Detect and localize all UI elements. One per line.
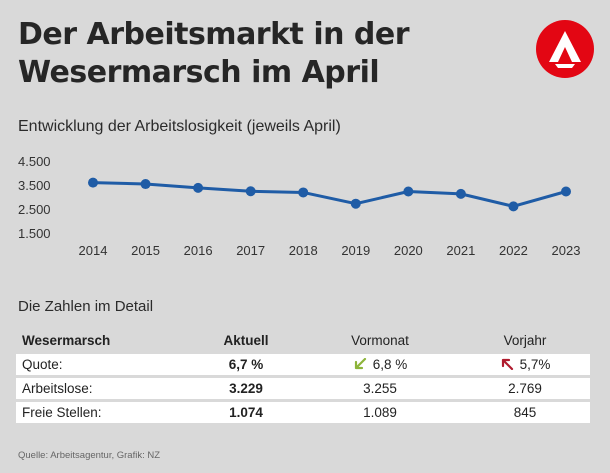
row-label: Arbeitslose:: [16, 378, 192, 399]
x-tick-label: 2019: [341, 243, 370, 258]
row-label: Quote:: [16, 354, 192, 375]
table-row: Arbeitslose: 3.229 3.255 2.769: [16, 378, 590, 399]
x-tick-label: 2022: [499, 243, 528, 258]
previous-month-cell: 6,8 %: [300, 354, 460, 375]
page-title: Der Arbeitsmarkt in der Wesermarsch im A…: [18, 17, 410, 90]
x-tick-label: 2016: [184, 243, 213, 258]
header-previous-month: Vormonat: [351, 332, 409, 348]
line-chart: 4.500 3.500 2.500 1.500 2014 2015 2016 2017 2018…: [18, 154, 581, 258]
header-current: Aktuell: [223, 332, 269, 348]
y-tick-label: 2.500: [18, 202, 51, 217]
table-row: Freie Stellen: 1.074 1.089 845: [16, 402, 590, 423]
x-tick-label: 2017: [236, 243, 265, 258]
x-tick-label: 2014: [79, 243, 108, 258]
data-point: [403, 186, 414, 197]
current-value: 3.229: [192, 378, 300, 399]
data-point: [193, 182, 204, 193]
data-point: [140, 179, 151, 190]
source-note: Quelle: Arbeitsagentur, Grafik: NZ: [18, 450, 161, 461]
data-point: [561, 186, 571, 197]
previous-year-value: 2.769: [460, 378, 590, 399]
trend-up-arrow-icon: [501, 358, 513, 370]
data-point: [88, 177, 98, 188]
table-header-row: Wesermarsch Aktuell Vormonat Vorjahr: [16, 329, 590, 351]
previous-year-value: 5,7%: [519, 357, 551, 372]
previous-year-cell: 5,7%: [460, 354, 590, 375]
chart-title: Entwicklung der Arbeitslosigkeit (jeweil…: [18, 118, 341, 135]
current-value: 6,7 %: [192, 354, 300, 375]
details-table: Wesermarsch Aktuell Vormonat Vorjahr Quo…: [16, 326, 590, 426]
y-tick-label: 1.500: [18, 226, 51, 241]
trend-down-arrow-icon: [354, 358, 366, 370]
x-tick-label: 2018: [289, 243, 318, 258]
header-region: Wesermarsch: [22, 332, 111, 348]
current-value: 1.074: [192, 402, 300, 423]
table-row: Quote: 6,7 % 6,8 % 5,7%: [16, 354, 590, 375]
y-tick-label: 4.500: [18, 154, 51, 169]
federal-employment-agency-logo-icon: [536, 20, 594, 78]
x-tick-label: 2015: [131, 243, 160, 258]
previous-month-value: 1.089: [300, 402, 460, 423]
x-tick-label: 2021: [446, 243, 475, 258]
data-point: [350, 198, 361, 209]
details-title: Die Zahlen im Detail: [18, 298, 154, 315]
data-point: [508, 201, 519, 212]
data-point: [455, 188, 466, 199]
x-tick-label: 2020: [394, 243, 423, 258]
x-tick-label: 2023: [552, 243, 581, 258]
previous-month-value: 3.255: [300, 378, 460, 399]
data-point: [298, 187, 309, 198]
data-point: [245, 186, 256, 197]
row-label: Freie Stellen:: [16, 402, 192, 423]
y-tick-label: 3.500: [18, 178, 51, 193]
previous-year-value: 845: [460, 402, 590, 423]
series-line: [92, 181, 567, 208]
header-previous-year: Vorjahr: [503, 332, 547, 348]
previous-month-value: 6,8 %: [372, 357, 408, 372]
